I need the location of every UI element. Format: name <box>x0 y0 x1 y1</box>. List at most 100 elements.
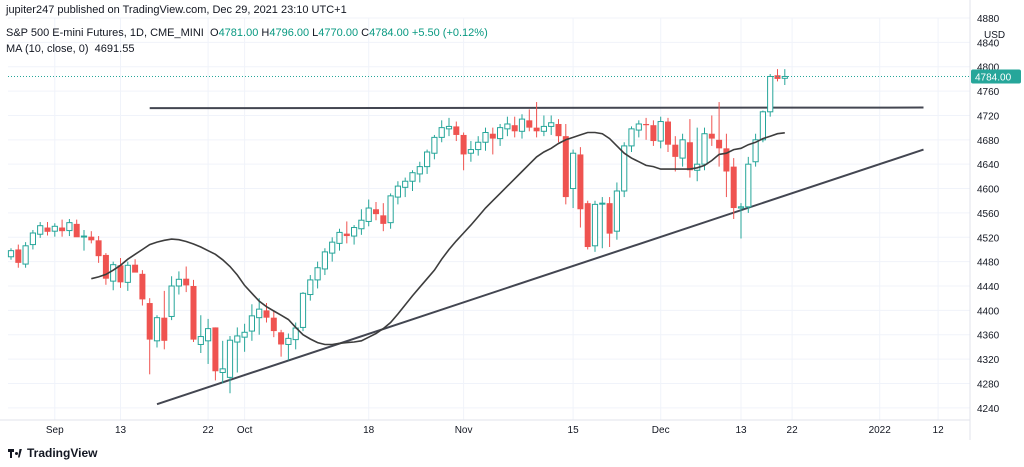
candle <box>132 259 139 273</box>
close-label: C <box>361 27 370 39</box>
candle-body <box>256 308 263 319</box>
candle-body <box>745 163 752 208</box>
tradingview-brand[interactable]: TradingView <box>8 446 97 460</box>
candle <box>621 142 628 198</box>
candle <box>599 197 606 249</box>
candle <box>409 170 416 191</box>
candle <box>51 223 58 237</box>
candle <box>694 127 701 182</box>
last-price-label: 4784.00 <box>975 72 1012 83</box>
candle <box>781 69 788 85</box>
candle-body <box>329 241 336 254</box>
candle-body <box>80 235 88 238</box>
candle <box>226 335 234 394</box>
candle <box>650 120 657 146</box>
candle-body <box>613 190 620 232</box>
symbol-name: S&P 500 E-mini Futures, 1D, CME_MINI <box>6 27 204 39</box>
candle <box>489 127 496 155</box>
candle <box>577 147 584 228</box>
candle-body <box>657 121 664 142</box>
candle <box>737 203 745 239</box>
x-tick-label: 13 <box>735 425 747 436</box>
candle-body <box>555 123 562 137</box>
candle-body <box>343 233 350 237</box>
candle-body <box>336 231 343 244</box>
candle-body <box>562 136 569 198</box>
candle <box>774 69 781 82</box>
candle <box>555 119 562 143</box>
candle <box>66 219 73 237</box>
candle <box>37 222 44 238</box>
grid <box>8 17 970 420</box>
candle <box>679 133 686 167</box>
candle <box>358 209 365 235</box>
low-value: 4770.00 <box>318 27 359 39</box>
candle <box>475 136 482 156</box>
candle-body <box>635 123 642 131</box>
candle-body <box>781 75 788 79</box>
candle <box>307 275 314 301</box>
candle-body <box>540 125 547 132</box>
candle <box>190 279 197 343</box>
candle-body <box>248 315 256 332</box>
candle <box>175 271 183 295</box>
candle <box>102 253 109 285</box>
candle-body <box>686 142 693 171</box>
candle <box>745 156 752 213</box>
candle <box>256 298 263 335</box>
candle-body <box>424 151 431 168</box>
candle <box>88 231 95 244</box>
candle-body <box>752 139 759 163</box>
candle <box>613 182 620 240</box>
candle-body <box>197 336 204 345</box>
last-price-tag <box>971 69 1021 84</box>
candle <box>665 117 671 152</box>
candle <box>752 133 759 167</box>
y-tick-label: 4800 <box>977 63 1000 74</box>
candle <box>29 229 36 250</box>
candle <box>234 327 241 373</box>
candle-body <box>29 232 36 246</box>
candle-body <box>475 141 482 151</box>
candle-body <box>533 127 540 132</box>
candle <box>467 141 474 162</box>
candle <box>351 225 358 245</box>
candle-body <box>124 264 131 283</box>
candle-body <box>146 303 153 340</box>
low-label: L <box>312 27 319 39</box>
candle-body <box>431 136 438 154</box>
candle-body <box>88 236 95 241</box>
open-label: O <box>210 27 219 39</box>
candle-body <box>278 332 285 345</box>
candle-body <box>584 203 591 248</box>
y-tick-label: 4600 <box>977 185 1000 196</box>
candle <box>548 115 555 135</box>
x-tick-label: 15 <box>568 425 580 436</box>
candle <box>723 133 730 198</box>
candle <box>278 329 285 357</box>
ma-label: MA (10, close, 0) <box>6 43 89 55</box>
candle-body <box>205 328 212 342</box>
candle <box>321 248 328 276</box>
candle-body <box>548 122 555 127</box>
x-tick-label: Oct <box>237 425 253 436</box>
candle-body <box>759 111 766 141</box>
candle <box>511 116 518 138</box>
candle <box>365 199 372 227</box>
candle <box>22 242 29 268</box>
ma-value: 4691.55 <box>94 43 135 55</box>
candle-body <box>621 145 628 192</box>
candle-body <box>285 337 292 345</box>
candle <box>657 116 664 149</box>
x-tick-label: 18 <box>363 425 375 436</box>
candle-body <box>708 133 715 139</box>
candle-body <box>526 120 533 128</box>
candle-body <box>394 185 401 198</box>
candle-body <box>599 202 606 205</box>
y-tick-label: 4720 <box>977 111 1000 122</box>
candle <box>329 237 336 262</box>
candle <box>716 102 723 167</box>
candle <box>759 110 766 143</box>
x-tick-label: 12 <box>933 425 945 436</box>
